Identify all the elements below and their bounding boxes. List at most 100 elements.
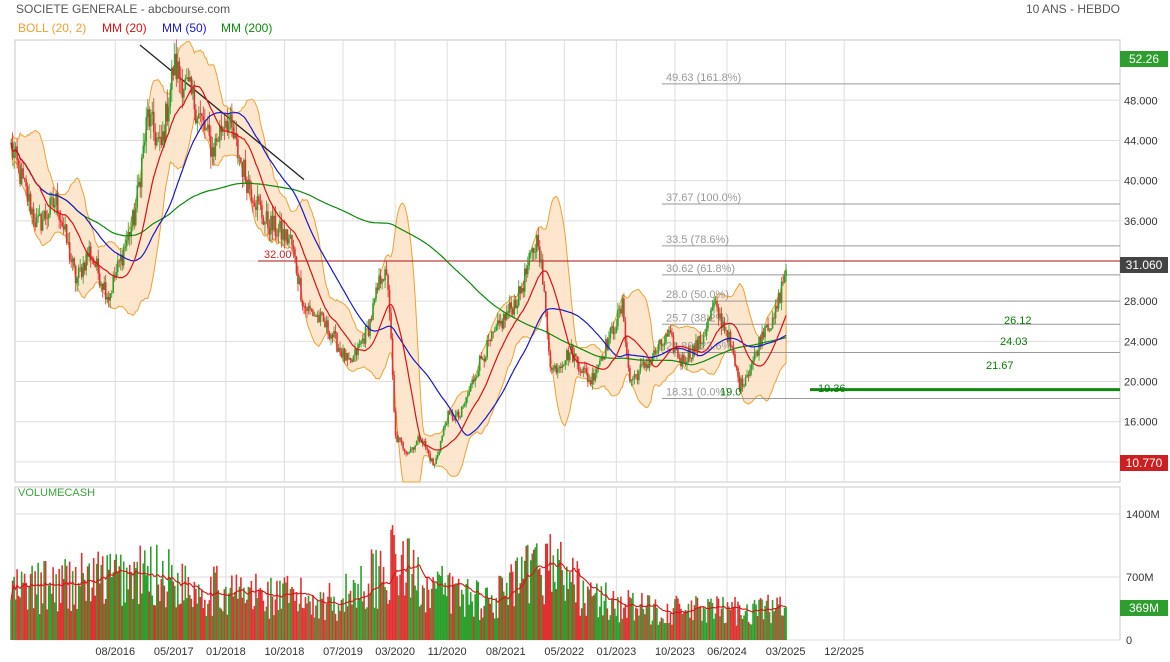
volume-bar [151,595,154,640]
candle-body [219,125,221,142]
volume-bar [304,597,307,640]
candle-body [492,331,495,333]
volume-bar [119,554,122,640]
candle-body [228,123,230,133]
volume-bar [361,601,364,640]
candle-body [25,179,27,187]
candle-body [103,282,106,290]
candle-body [644,361,646,368]
volume-bar [668,622,670,640]
y-tick-label: 24.000 [1124,336,1158,348]
volume-bar [660,617,663,640]
candle-body [660,339,663,346]
candle-body [325,320,328,328]
candle-body [671,332,673,336]
candle-body [183,89,185,98]
volume-bar [510,564,513,640]
volume-bar [37,562,39,640]
candle-body [282,229,284,240]
candle-body [624,321,627,343]
volume-bar [157,584,160,640]
fibonacci-level-label: 33.5 (78.6%) [666,234,729,246]
volume-bar [471,601,473,640]
volume-bar [508,572,511,640]
candle-body [651,357,654,362]
candle-body [234,133,236,138]
candle-body [307,305,310,312]
candle-body [178,61,181,79]
candle-body [354,348,356,356]
volume-bar [155,544,158,640]
volume-bar [519,583,522,640]
volume-bar [61,565,63,640]
volume-bar [684,609,687,640]
volume-bar [77,582,80,640]
candle-body [199,113,202,115]
candle-body [496,320,499,326]
volume-bar [348,593,350,640]
volume-bar [777,604,780,640]
volume-bar [567,588,570,640]
candle-body [167,106,170,122]
volume-bar [94,595,97,640]
volume-bar [65,565,68,640]
volume-bar [301,607,304,640]
candle-body [22,168,24,178]
candle-body [493,330,496,333]
candle-body [106,297,109,300]
volume-bar [83,579,86,640]
candle-body [532,248,535,253]
volume-bar [696,597,699,640]
volume-bar [576,561,579,640]
candle-body [61,221,63,227]
volume-bar [264,611,266,640]
candle-body [370,319,373,320]
candle-body [683,355,685,363]
volume-bar [109,553,112,640]
candle-body [112,275,115,293]
candle-body [205,128,208,131]
volume-bar [262,600,265,640]
candle-body [268,227,271,235]
volume-bar [85,600,87,640]
candle-body [390,312,392,339]
volume-bar [606,608,609,640]
candle-body [420,441,422,443]
candle-body [427,449,430,454]
volume-bar [31,565,33,640]
volume-bar [40,572,42,640]
candle-body [630,380,633,382]
candle-body [207,124,209,129]
candle-body [785,270,787,277]
candle-body [466,395,469,398]
volume-bar [49,582,51,640]
candle-body [175,53,178,80]
candle-body [355,348,358,356]
candle-body [767,324,769,331]
x-tick-label: 01/2023 [596,646,636,658]
ma20-line [10,84,787,451]
volume-bar [181,563,184,640]
fibonacci-level-label: 49.63 (161.8%) [666,72,741,84]
candle-body [635,374,637,376]
volume-bar [714,613,717,640]
volume-bar [629,597,631,640]
candle-body [514,299,517,309]
volume-bar [315,605,317,640]
volume-bar [761,599,763,640]
candle-body [537,235,540,247]
volume-bar [334,613,337,640]
volume-bar [273,615,275,640]
volume-bar [750,624,753,640]
volume-bar [367,583,370,640]
candle-body [59,219,62,222]
candle-body [668,330,670,337]
candle-body [240,157,242,163]
volume-bar [234,591,236,640]
candle-body [19,165,21,184]
candle-body [423,441,425,443]
candle-body [50,197,53,199]
candle-body [166,103,169,122]
volume-bar [205,615,208,640]
